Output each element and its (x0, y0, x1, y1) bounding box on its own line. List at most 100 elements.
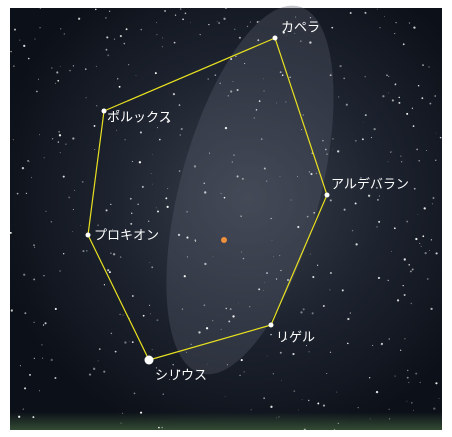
star (419, 243, 420, 244)
star (439, 398, 440, 399)
star (414, 188, 416, 190)
star (331, 27, 333, 29)
star (225, 396, 226, 397)
horizon-glow (10, 340, 442, 430)
star (179, 134, 181, 136)
star (403, 285, 404, 286)
star (224, 197, 226, 199)
star (404, 338, 405, 339)
star (276, 278, 277, 279)
star (128, 64, 129, 65)
star (435, 133, 436, 134)
star (355, 202, 357, 204)
star (364, 76, 366, 78)
star (132, 161, 133, 162)
star (240, 215, 241, 216)
star (23, 274, 25, 276)
star (115, 351, 117, 353)
star (157, 211, 159, 213)
star (218, 22, 219, 23)
star (308, 400, 309, 401)
star (150, 262, 151, 263)
star (228, 321, 230, 323)
star (204, 304, 206, 306)
star (60, 66, 61, 67)
star (111, 333, 113, 335)
star (143, 315, 145, 317)
star (270, 406, 272, 408)
star (411, 303, 412, 304)
star (266, 180, 267, 181)
star (230, 58, 232, 60)
star (330, 199, 332, 201)
star (370, 419, 371, 420)
star (272, 240, 273, 241)
star (180, 8, 182, 10)
star (17, 193, 19, 195)
star (86, 250, 87, 251)
star (395, 22, 396, 23)
star (209, 153, 210, 154)
star (33, 244, 35, 246)
star (291, 199, 292, 200)
star (394, 227, 396, 229)
star (41, 344, 42, 345)
star (130, 198, 132, 200)
star (198, 331, 200, 333)
star (323, 305, 325, 307)
star (239, 375, 240, 376)
star (175, 14, 176, 15)
star (105, 17, 107, 19)
star (51, 221, 52, 222)
star (276, 103, 277, 104)
star (39, 390, 40, 391)
star (344, 209, 346, 211)
star (330, 352, 331, 353)
star (303, 114, 304, 115)
star (106, 49, 108, 51)
star (162, 37, 163, 38)
star (121, 423, 122, 424)
star (400, 350, 401, 351)
star (68, 196, 70, 198)
star (297, 226, 299, 228)
star (241, 252, 242, 253)
star (10, 51, 11, 52)
star (386, 75, 387, 76)
star (119, 314, 120, 315)
star (99, 348, 101, 350)
star (254, 117, 255, 118)
star (381, 343, 383, 345)
star (316, 173, 317, 174)
star (55, 83, 56, 84)
star (409, 22, 410, 23)
star (279, 176, 280, 177)
star (69, 70, 71, 72)
star (194, 165, 196, 167)
star (433, 408, 435, 410)
star (418, 85, 419, 86)
star-label: カペラ (281, 21, 320, 36)
star-label: ポルックス (107, 111, 172, 126)
star (156, 34, 157, 35)
star (372, 345, 373, 346)
star (159, 139, 161, 141)
star (237, 89, 239, 91)
star (57, 80, 59, 82)
star (119, 86, 121, 88)
star (309, 171, 311, 173)
star (307, 216, 309, 218)
star (278, 416, 279, 417)
star (259, 100, 261, 102)
star (232, 161, 233, 162)
star (350, 312, 351, 313)
star (72, 231, 73, 232)
star (221, 329, 222, 330)
star (422, 64, 424, 66)
star (388, 338, 390, 340)
star (242, 178, 244, 180)
star (238, 303, 239, 304)
star (303, 308, 305, 310)
star (317, 265, 318, 266)
star (378, 221, 380, 223)
